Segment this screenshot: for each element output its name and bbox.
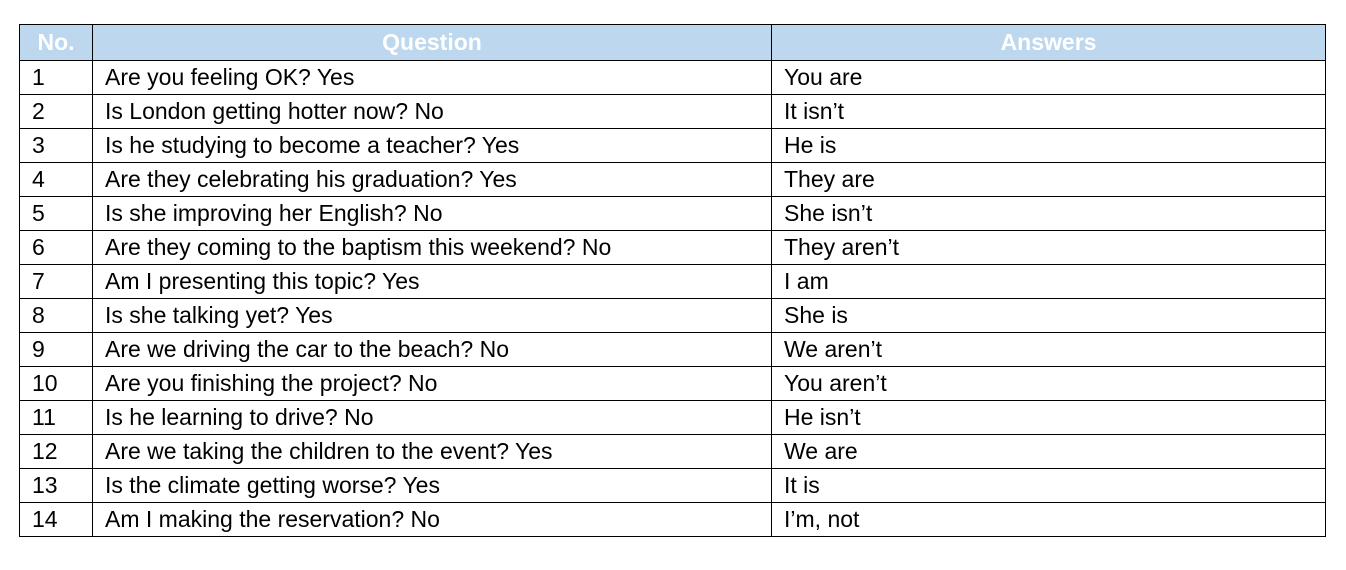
row-number: 7 — [19, 264, 93, 299]
row-number: 6 — [19, 230, 93, 265]
answer-cell: It is — [771, 468, 1326, 503]
answer-cell: She is — [771, 298, 1326, 333]
answer-cell: We aren’t — [771, 332, 1326, 367]
row-number: 8 — [19, 298, 93, 333]
table-row: 10 Are you finishing the project? No You a… — [19, 366, 1326, 401]
answer-cell: I’m, not — [771, 502, 1326, 537]
table-row: 13 Is the climate getting worse? Yes It is — [19, 468, 1326, 503]
table-row: 2 Is London getting hotter now? No It isn’… — [19, 94, 1326, 129]
row-number: 3 — [19, 128, 93, 163]
table-body: 1 Are you feeling OK? Yes You are 2 Is Londo… — [19, 60, 1326, 537]
answers-table: No. Question Answers 1 Are you feeling OK? … — [19, 24, 1326, 537]
table-header: No. Question Answers — [19, 24, 1326, 61]
question-cell: Is he studying to become a teacher? Yes — [92, 128, 772, 163]
row-number: 1 — [19, 60, 93, 95]
row-number: 12 — [19, 434, 93, 469]
question-cell: Are you feeling OK? Yes — [92, 60, 772, 95]
question-cell: Is London getting hotter now? No — [92, 94, 772, 129]
answer-cell: He is — [771, 128, 1326, 163]
row-number: 2 — [19, 94, 93, 129]
table-row: 7 Am I presenting this topic? Yes I am — [19, 264, 1326, 299]
table-row: 8 Is she talking yet? Yes She is — [19, 298, 1326, 333]
question-cell: Is the climate getting worse? Yes — [92, 468, 772, 503]
row-number: 14 — [19, 502, 93, 537]
answer-cell: We are — [771, 434, 1326, 469]
row-number: 4 — [19, 162, 93, 197]
row-number: 10 — [19, 366, 93, 401]
answer-cell: You aren’t — [771, 366, 1326, 401]
answer-cell: You are — [771, 60, 1326, 95]
column-header: Question — [92, 24, 772, 61]
question-cell: Am I presenting this topic? Yes — [92, 264, 772, 299]
question-cell: Are you finishing the project? No — [92, 366, 772, 401]
table-row: 3 Is he studying to become a teacher? Yes… — [19, 128, 1326, 163]
answer-cell: He isn’t — [771, 400, 1326, 435]
column-header: Answers — [771, 24, 1326, 61]
question-cell: Is she talking yet? Yes — [92, 298, 772, 333]
question-cell: Are we driving the car to the beach? No — [92, 332, 772, 367]
question-cell: Am I making the reservation? No — [92, 502, 772, 537]
answer-cell: She isn’t — [771, 196, 1326, 231]
table-row: 12 Are we taking the children to the even… — [19, 434, 1326, 469]
question-cell: Is he learning to drive? No — [92, 400, 772, 435]
question-cell: Is she improving her English? No — [92, 196, 772, 231]
answer-cell: They are — [771, 162, 1326, 197]
table-row: 6 Are they coming to the baptism this wee… — [19, 230, 1326, 265]
answer-cell: I am — [771, 264, 1326, 299]
question-cell: Are we taking the children to the event?… — [92, 434, 772, 469]
table-row: 5 Is she improving her English? No She isn… — [19, 196, 1326, 231]
row-number: 13 — [19, 468, 93, 503]
table-row: 1 Are you feeling OK? Yes You are — [19, 60, 1326, 95]
table-row: 9 Are we driving the car to the beach? No… — [19, 332, 1326, 367]
answer-cell: They aren’t — [771, 230, 1326, 265]
table-row: 11 Is he learning to drive? No He isn’t — [19, 400, 1326, 435]
row-number: 9 — [19, 332, 93, 367]
row-number: 11 — [19, 400, 93, 435]
table-row: 14 Am I making the reservation? No I’m, no… — [19, 502, 1326, 537]
row-number: 5 — [19, 196, 93, 231]
question-cell: Are they celebrating his graduation? Yes — [92, 162, 772, 197]
question-cell: Are they coming to the baptism this week… — [92, 230, 772, 265]
table-row: 4 Are they celebrating his graduation? Ye… — [19, 162, 1326, 197]
header-row: No. Question Answers — [19, 24, 1326, 61]
column-header: No. — [19, 24, 93, 61]
answer-cell: It isn’t — [771, 94, 1326, 129]
